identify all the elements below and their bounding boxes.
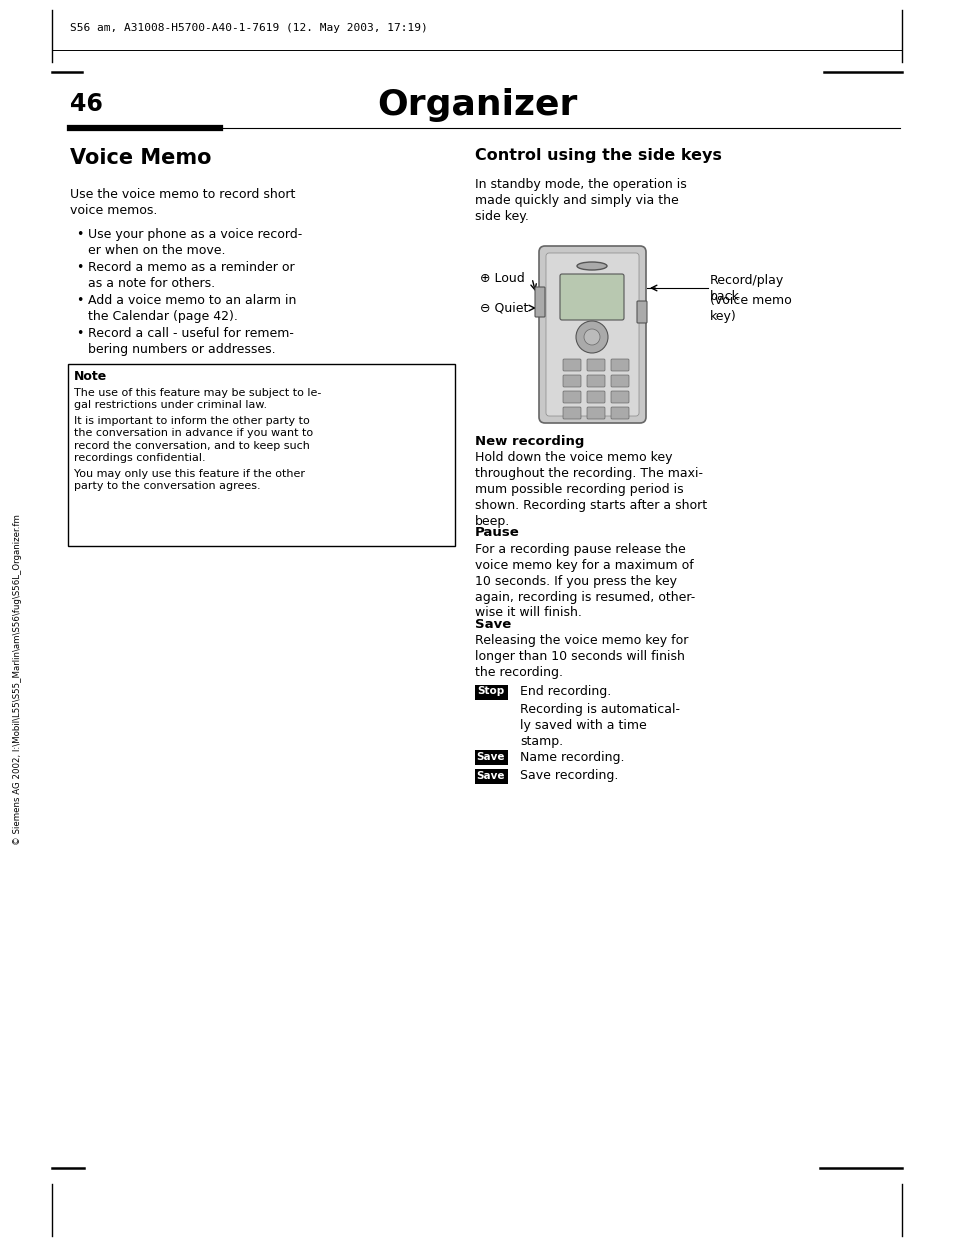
Text: ⊕ Loud: ⊕ Loud [479,272,524,284]
Text: Record a memo as a reminder or
as a note for others.: Record a memo as a reminder or as a note… [88,260,294,290]
FancyBboxPatch shape [610,359,628,371]
Circle shape [583,329,599,345]
Text: Releasing the voice memo key for
longer than 10 seconds will finish
the recordin: Releasing the voice memo key for longer … [475,634,688,679]
Text: Record a call - useful for remem-
bering numbers or addresses.: Record a call - useful for remem- bering… [88,326,294,356]
Text: Hold down the voice memo key
throughout the recording. The maxi-
mum possible re: Hold down the voice memo key throughout … [475,451,706,528]
FancyBboxPatch shape [586,407,604,419]
Text: You may only use this feature if the other
party to the conversation agrees.: You may only use this feature if the oth… [74,468,305,491]
Text: •: • [76,294,83,307]
FancyBboxPatch shape [637,302,646,323]
FancyBboxPatch shape [562,359,580,371]
Text: (voice memo
key): (voice memo key) [709,294,791,323]
FancyBboxPatch shape [562,391,580,402]
Text: Save: Save [475,618,511,630]
Text: •: • [76,326,83,340]
Text: Save recording.: Save recording. [519,770,618,782]
FancyBboxPatch shape [610,375,628,388]
Ellipse shape [577,262,606,270]
FancyBboxPatch shape [610,391,628,402]
Bar [475,684,507,699]
Text: Save: Save [476,753,505,763]
Text: Record/play
back: Record/play back [709,274,783,303]
Text: S56 am, A31008-H5700-A40-1-7619 (12. May 2003, 17:19): S56 am, A31008-H5700-A40-1-7619 (12. May… [70,22,427,32]
Text: For a recording pause release the
voice memo key for a maximum of
10 seconds. If: For a recording pause release the voice … [475,542,695,619]
FancyBboxPatch shape [562,375,580,388]
Bar [68,364,455,546]
Text: •: • [76,260,83,274]
FancyBboxPatch shape [559,274,623,320]
Text: Note: Note [74,370,107,383]
Bar [475,750,507,765]
Text: Name recording.: Name recording. [519,750,624,764]
Text: New recording: New recording [475,435,584,449]
Text: End recording.: End recording. [519,685,611,698]
Text: Use your phone as a voice record-
er when on the move.: Use your phone as a voice record- er whe… [88,228,302,257]
Text: Use the voice memo to record short
voice memos.: Use the voice memo to record short voice… [70,188,295,217]
Text: Pause: Pause [475,527,519,540]
Text: Voice Memo: Voice Memo [70,148,212,168]
Text: Stop: Stop [476,687,504,697]
FancyBboxPatch shape [586,359,604,371]
Text: Save: Save [476,771,505,781]
Bar [475,769,507,784]
FancyBboxPatch shape [538,245,645,422]
Text: •: • [76,228,83,240]
FancyBboxPatch shape [586,391,604,402]
FancyBboxPatch shape [562,407,580,419]
Text: It is important to inform the other party to
the conversation in advance if you : It is important to inform the other part… [74,416,313,464]
Text: Recording is automatical-
ly saved with a time
stamp.: Recording is automatical- ly saved with … [519,704,679,749]
Text: Add a voice memo to an alarm in
the Calendar (page 42).: Add a voice memo to an alarm in the Cale… [88,294,296,323]
Text: ⊖ Quiet: ⊖ Quiet [479,302,528,314]
Text: Organizer: Organizer [376,88,577,122]
FancyBboxPatch shape [586,375,604,388]
Text: Control using the side keys: Control using the side keys [475,148,721,163]
Text: © Siemens AG 2002, I:\Mobil\L55\S55_Marlin\am\S56\fug\S56L_Organizer.fm: © Siemens AG 2002, I:\Mobil\L55\S55_Marl… [13,515,23,846]
Text: The use of this feature may be subject to le-
gal restrictions under criminal la: The use of this feature may be subject t… [74,388,321,410]
FancyBboxPatch shape [545,253,639,416]
Text: 46: 46 [70,92,103,116]
Circle shape [576,321,607,353]
FancyBboxPatch shape [610,407,628,419]
FancyBboxPatch shape [535,287,544,316]
Text: In standby mode, the operation is
made quickly and simply via the
side key.: In standby mode, the operation is made q… [475,178,686,223]
